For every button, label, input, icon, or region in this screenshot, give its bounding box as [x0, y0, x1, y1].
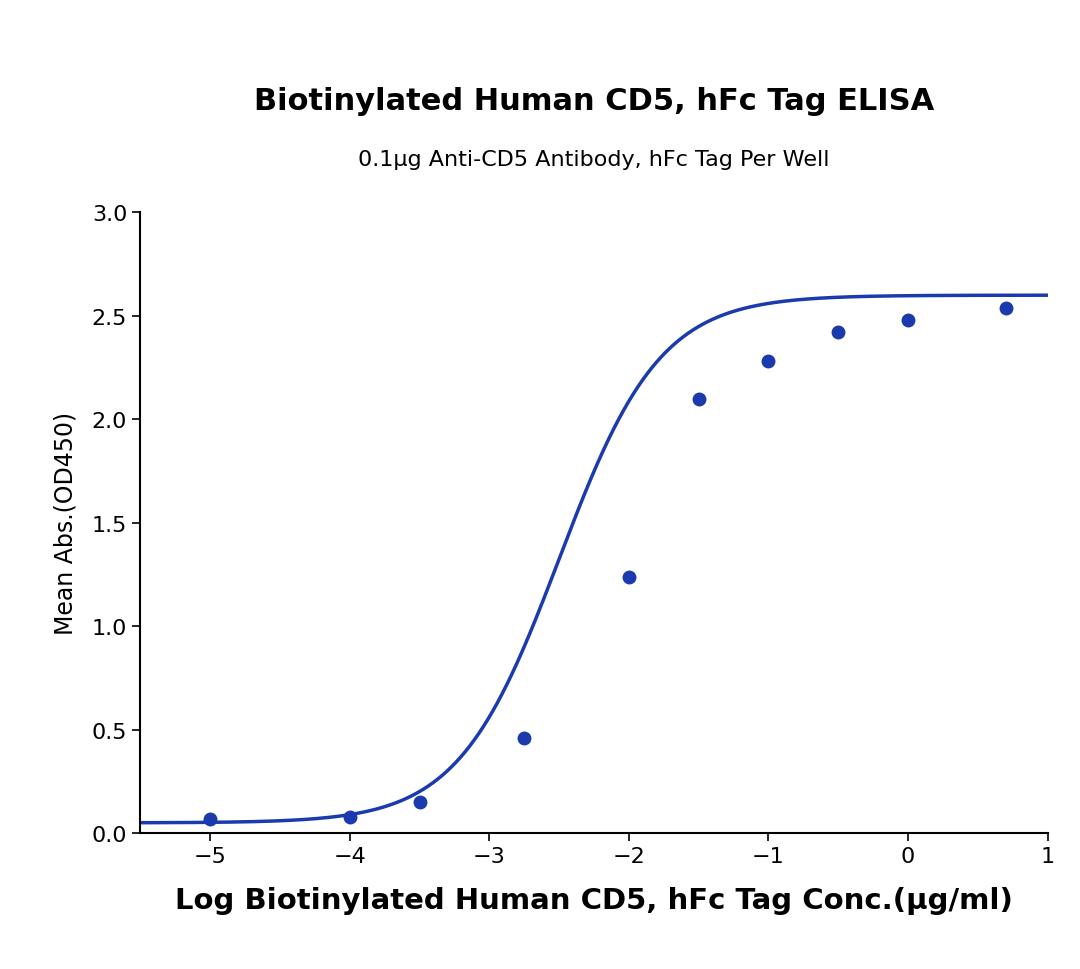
- Text: Biotinylated Human CD5, hFc Tag ELISA: Biotinylated Human CD5, hFc Tag ELISA: [254, 87, 934, 116]
- Point: [410, 795, 428, 810]
- Point: [829, 326, 847, 341]
- Text: 0.1μg Anti-CD5 Antibody, hFc Tag Per Well: 0.1μg Anti-CD5 Antibody, hFc Tag Per Wel…: [359, 149, 829, 170]
- Y-axis label: Mean Abs.(OD450): Mean Abs.(OD450): [54, 412, 78, 635]
- X-axis label: Log Biotinylated Human CD5, hFc Tag Conc.(μg/ml): Log Biotinylated Human CD5, hFc Tag Conc…: [175, 886, 1013, 914]
- Point: [202, 811, 219, 827]
- Point: [760, 355, 778, 370]
- Point: [900, 313, 917, 328]
- Point: [515, 731, 532, 746]
- Point: [341, 809, 359, 825]
- Point: [997, 300, 1014, 316]
- Point: [690, 391, 707, 407]
- Point: [620, 569, 637, 584]
